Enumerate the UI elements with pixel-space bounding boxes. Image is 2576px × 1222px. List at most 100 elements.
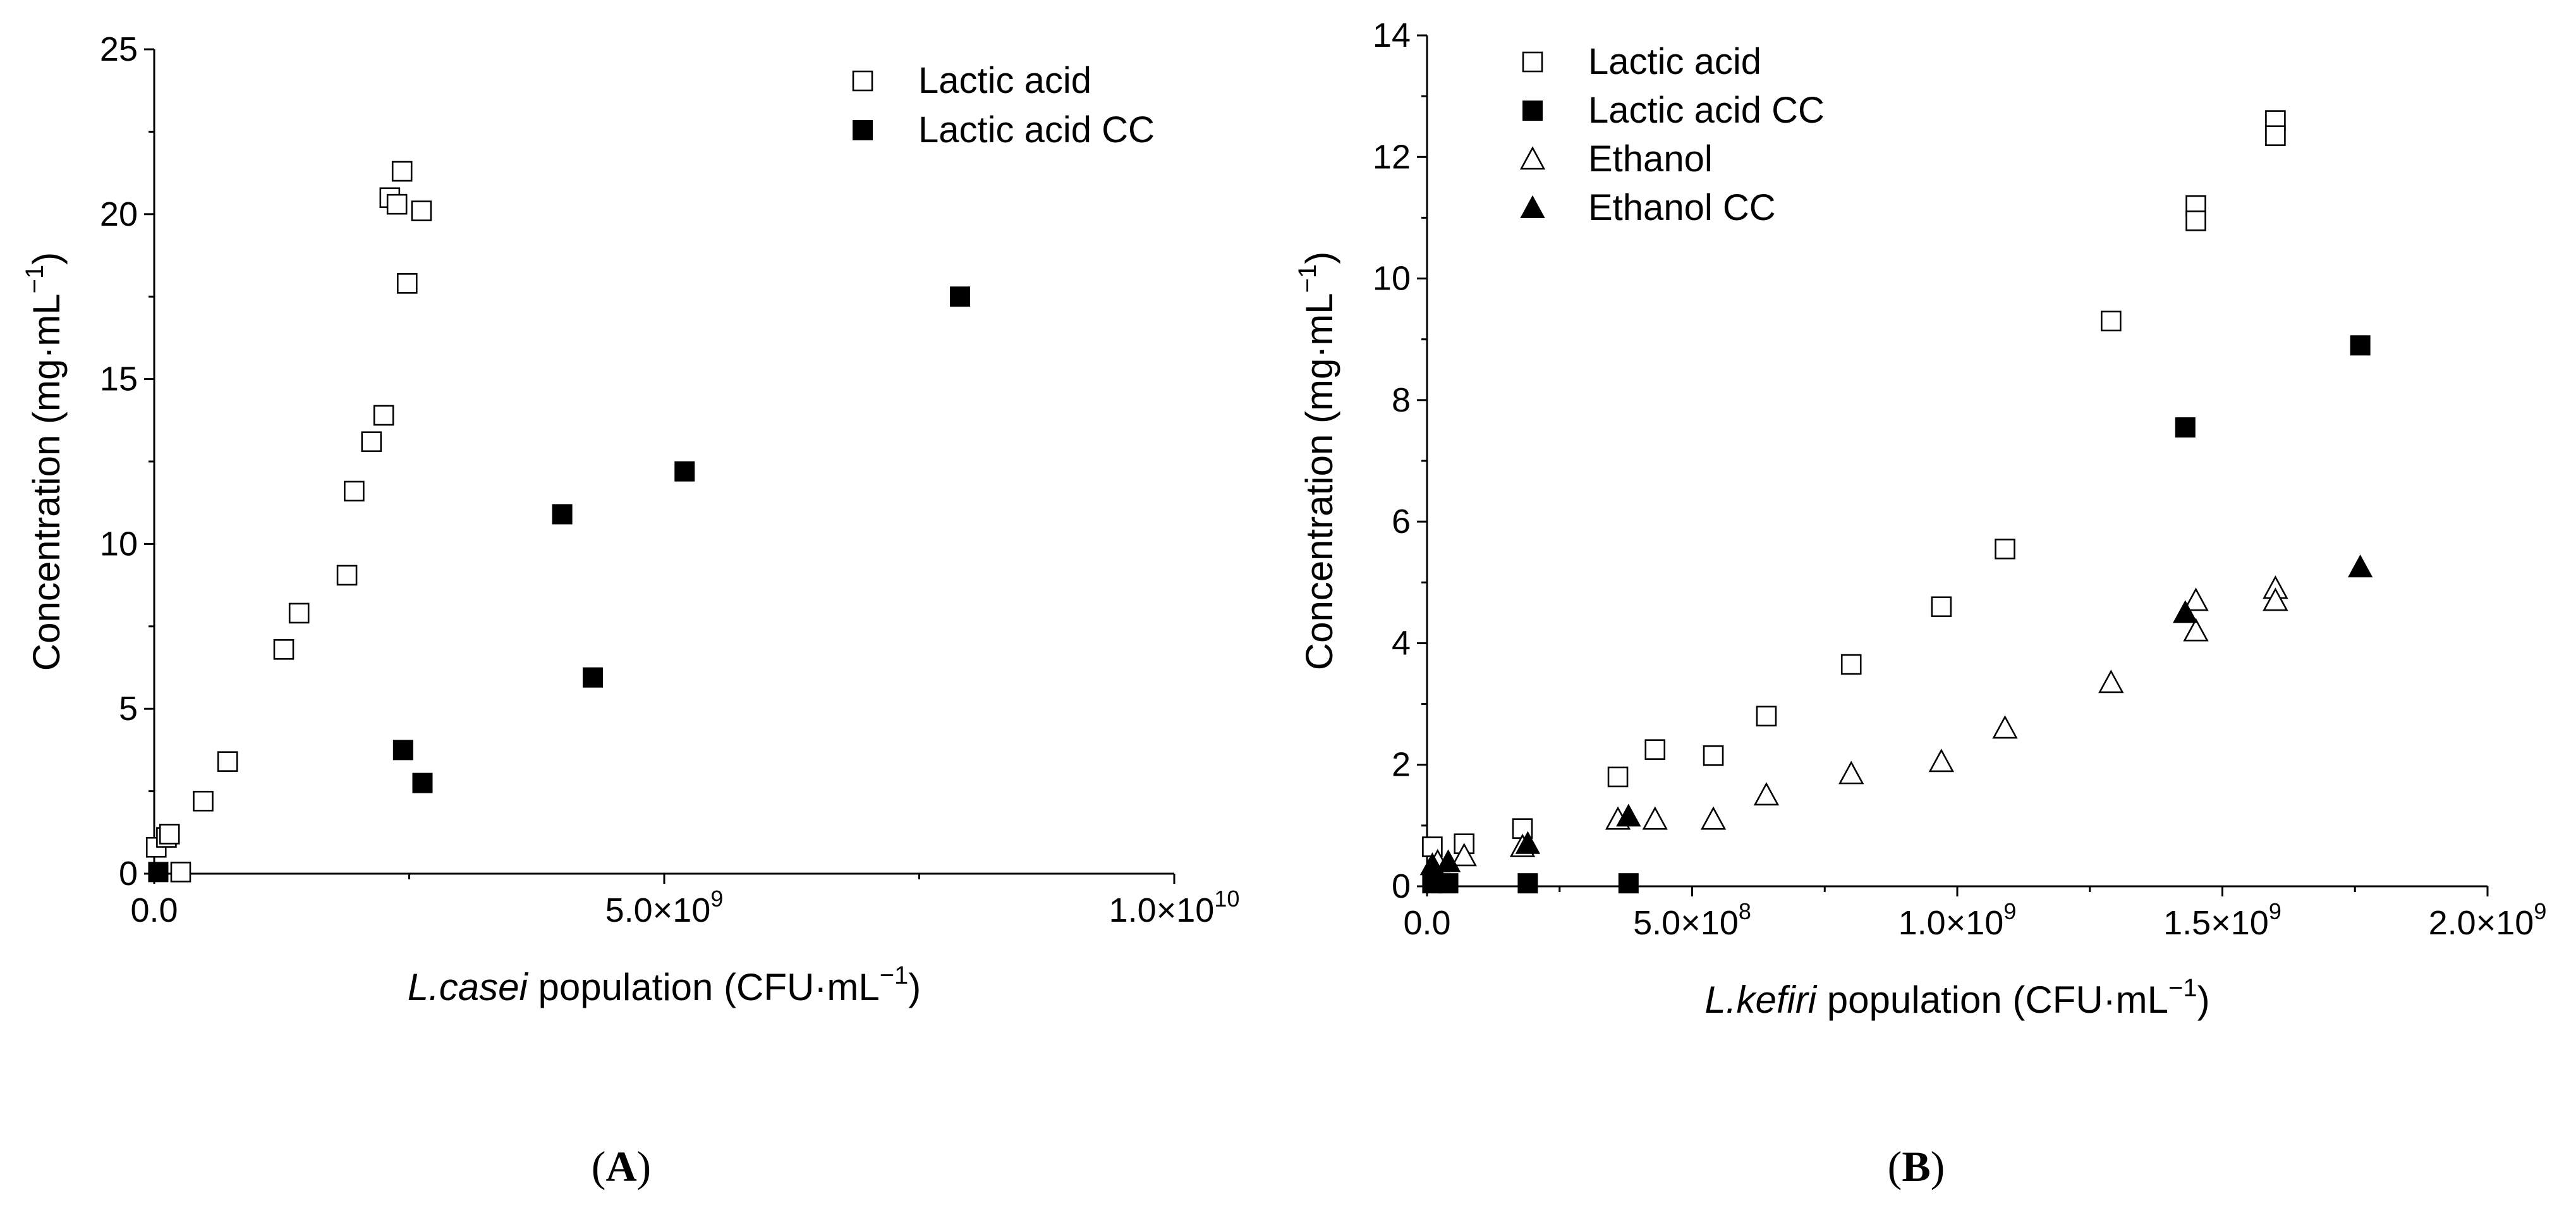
y-tick-label: 15 [100,360,138,398]
chart-panel-a: 0 5 10 15 20 25 0.0 5.0×109 1.0×1010 L.casei popu… [21,30,1239,1190]
legend-item: Lactic acid [1522,41,1761,82]
y-tick-label: 5 [119,690,138,728]
data-point [1703,745,1724,766]
series-lactic-acid-cc [1422,335,2371,894]
data-point [1756,706,1777,727]
y-tick-label: 12 [1373,138,1411,176]
legend-item: Lactic acid CC [853,109,1155,150]
y-tick-label: 20 [100,195,138,233]
y-tick-label: 4 [1392,624,1411,662]
series-lactic-acid-cc [148,286,971,883]
legend-marker [1522,101,1543,121]
legend: Lactic acid Lactic acid CC Ethanol Ethanol … [1519,41,1825,228]
data-point [361,431,382,453]
y-tick-label: 0 [119,855,138,893]
y-tick-label: 10 [100,525,138,563]
legend-item: Ethanol CC [1520,187,1776,228]
data-point [2265,125,2286,146]
legend-marker [852,70,873,92]
x-tick-label: 1.5×109 [2163,898,2281,942]
y-tick-label: 10 [1373,260,1411,298]
panel-label: (A) [592,1142,651,1190]
data-point [373,405,394,426]
data-point [2263,587,2288,611]
legend-item: Ethanol [1519,138,1713,180]
data-point [1700,806,1727,830]
y-axis-label: Concentration (mg·mL−1) [1294,252,1340,671]
legend-marker [1519,146,1546,170]
data-point [1607,766,1629,788]
data-point [288,602,310,624]
y-tick-label: 8 [1392,381,1411,419]
data-point [159,824,180,845]
legend-item: Lactic acid [852,60,1091,101]
legend-item: Lactic acid CC [1522,90,1825,131]
data-point [2185,210,2206,231]
data-point [1644,739,1666,760]
panel-label: (B) [1888,1142,1945,1190]
data-point [950,286,971,307]
x-tick-label: 5.0×109 [605,886,724,929]
data-point [1995,539,2015,559]
data-point [674,461,695,482]
legend-label: Lactic acid [918,60,1091,101]
data-point [386,193,408,215]
x-axis-label: L.casei population (CFU·mL−1) [408,962,921,1008]
legend-label: Lactic acid CC [918,109,1155,150]
data-point [336,565,358,586]
x-tick-label: 0.0 [130,891,178,929]
data-point [552,504,573,525]
data-point [2175,417,2196,438]
data-point [2183,587,2209,611]
x-tick-label: 2.0×109 [2429,898,2547,942]
data-point [391,161,413,182]
data-point [2101,310,2122,332]
data-point [1840,654,1862,675]
series-lactic-acid [145,161,432,883]
x-tick-label: 5.0×108 [1633,898,1751,942]
data-point [1838,761,1864,785]
legend-label: Lactic acid [1588,41,1761,82]
chart-panel-b: 0 2 4 6 8 10 12 14 0.0 5.0×108 1.0×109 1.5×109 2.0×1… [1294,16,2546,1190]
data-point [2350,335,2371,356]
x-tick-label: 1.0×1010 [1109,886,1240,929]
legend-marker [853,120,873,140]
data-point [392,740,413,761]
data-point [396,273,418,294]
legend-label: Ethanol CC [1588,187,1776,228]
data-point [583,667,604,688]
data-point [1618,873,1639,894]
data-point [1992,715,2018,739]
data-point [2173,600,2198,623]
x-tick-label: 0.0 [1403,904,1450,942]
legend: Lactic acid Lactic acid CC [852,60,1155,150]
data-point [1435,849,1461,872]
x-axis-label: L.kefiri population (CFU·mL−1) [1704,974,2209,1021]
legend-marker [1520,195,1545,218]
data-point [1616,803,1641,827]
series-ethanol [1425,575,2288,872]
x-tick-label: 1.0×109 [1899,898,2017,942]
data-point [193,790,214,812]
y-tick-label: 14 [1373,16,1411,54]
data-point [273,639,295,660]
data-point [1515,831,1541,854]
y-tick-label: 6 [1392,503,1411,541]
y-tick-label: 25 [100,30,138,68]
y-tick-label: 2 [1392,746,1411,784]
data-point [1928,748,1955,773]
data-point [1931,596,1952,618]
data-point [1753,782,1780,806]
data-point [344,480,365,502]
data-point [170,862,191,883]
series-ethanol-cc [1419,554,2373,876]
data-point [148,862,169,883]
data-point [2183,618,2209,642]
data-point [1517,873,1538,894]
data-point [1451,843,1477,867]
data-point [2347,554,2373,578]
data-point [2098,669,2124,693]
data-point [1642,806,1668,830]
data-point [217,751,238,772]
